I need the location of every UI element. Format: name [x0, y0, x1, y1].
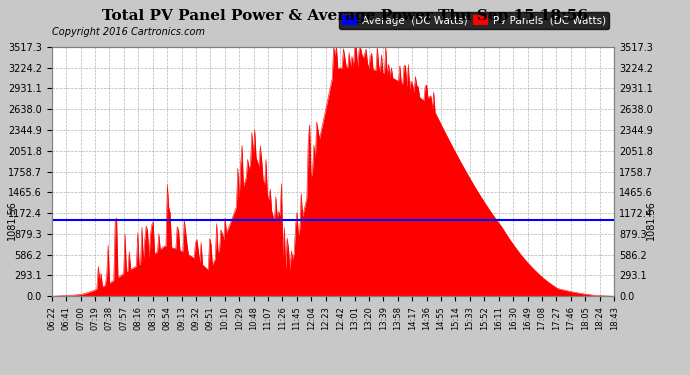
Text: 1081.56: 1081.56: [646, 200, 656, 240]
Text: Total PV Panel Power & Average Power Thu Sep 15 18:56: Total PV Panel Power & Average Power Thu…: [102, 9, 588, 23]
Text: 1081.56: 1081.56: [8, 200, 17, 240]
Legend: Average  (DC Watts), PV Panels  (DC Watts): Average (DC Watts), PV Panels (DC Watts): [339, 12, 609, 28]
Text: Copyright 2016 Cartronics.com: Copyright 2016 Cartronics.com: [52, 27, 205, 37]
